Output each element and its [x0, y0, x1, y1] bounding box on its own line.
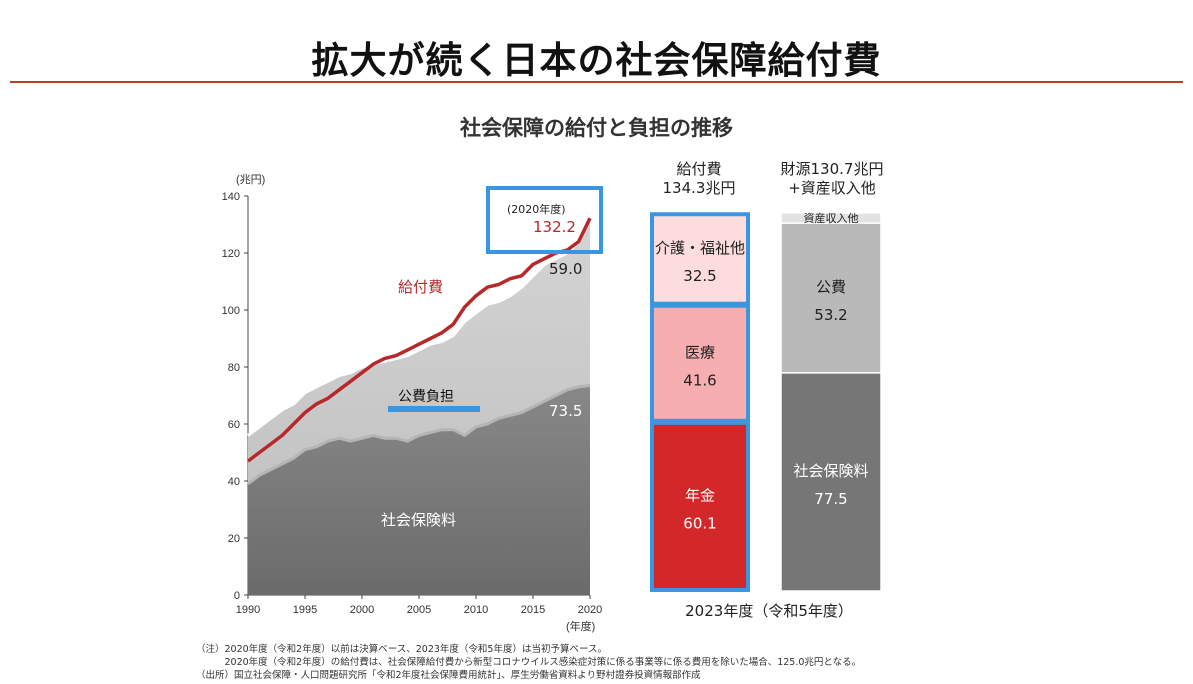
- insurance-premium-area: [248, 385, 590, 595]
- x-tick-label: 2015: [521, 604, 545, 616]
- y-tick-label: 60: [228, 419, 240, 431]
- x-tick-label: 1990: [236, 604, 260, 616]
- x-tick-label: 2005: [407, 604, 431, 616]
- funding-bar-heading-2: +資産収入他: [788, 179, 876, 197]
- insurance-premium-edge: [247, 384, 591, 486]
- public-value-label: 59.0: [549, 260, 582, 278]
- callout-value: 132.2: [533, 218, 576, 236]
- y-tick-label: 140: [222, 191, 240, 203]
- note-line: （注）2020年度（令和2年度）以前は決算ベース、2023年度（令和5年度）は当…: [196, 644, 607, 655]
- bar-segment-value: 77.5: [814, 490, 847, 508]
- page-title: 拡大が続く日本の社会保障給付費: [311, 39, 882, 82]
- bar-segment: [780, 372, 882, 592]
- bar-segment-value: 60.1: [683, 514, 716, 532]
- bar-segment-label: 介護・福祉他: [655, 239, 745, 257]
- insurance-series-label: 社会保険料: [381, 511, 456, 529]
- public-series-label: 公費負担: [398, 389, 454, 405]
- y-tick-label: 80: [228, 362, 240, 374]
- y-tick-label: 120: [222, 248, 240, 260]
- bar-segment-label: 公費: [816, 278, 846, 296]
- x-unit-label: (年度): [566, 619, 595, 633]
- bar-segment-highlight: [650, 420, 750, 593]
- chart-title: 社会保障の給付と負担の推移: [460, 116, 733, 140]
- callout-year: (2020年度): [507, 202, 566, 216]
- public-burden-edge: [247, 216, 592, 437]
- bar-segment-value: 53.2: [814, 306, 847, 324]
- x-tick-label: 2010: [464, 604, 488, 616]
- bar-segment: [650, 303, 750, 423]
- y-tick-label: 0: [234, 590, 240, 602]
- bar-segment: [780, 212, 882, 224]
- bar-segment: [650, 212, 750, 306]
- y-tick-label: 100: [222, 305, 240, 317]
- bar-segment-value: 41.6: [683, 371, 716, 389]
- x-tick-label: 1995: [293, 604, 317, 616]
- title-divider: [10, 81, 1183, 83]
- y-unit-label: (兆円): [236, 173, 265, 186]
- note-line: （出所）国立社会保障・人口問題研究所「令和2年度社会保障費用統計」、厚生労働省資…: [196, 670, 701, 681]
- x-tick-label: 2000: [350, 604, 374, 616]
- bar-segment-highlight: [650, 212, 750, 306]
- bar-segment-label: 年金: [685, 486, 715, 504]
- insurance-value-label: 73.5: [549, 402, 582, 420]
- bar-segment: [780, 222, 882, 374]
- bar-segment-label: 医療: [685, 343, 715, 361]
- public-label-underline: [388, 406, 480, 412]
- bar-caption: 2023年度（令和5年度）: [685, 602, 853, 620]
- bar-segment-label: 社会保険料: [793, 462, 868, 480]
- funding-bar-heading-1: 財源130.7兆円: [781, 160, 884, 178]
- x-tick-label: 2020: [578, 604, 602, 616]
- bar-segment: [650, 421, 750, 592]
- benefit-bar-heading-1: 給付費: [676, 160, 721, 178]
- callout-box: [486, 186, 603, 254]
- y-tick-label: 20: [228, 533, 240, 545]
- benefit-line: [246, 217, 592, 463]
- y-tick-label: 40: [228, 476, 240, 488]
- note-line: 2020年度（令和2年度）の給付費は、社会保障給付費から新型コロナウイルス感染症…: [196, 657, 862, 668]
- footnotes: （注）2020年度（令和2年度）以前は決算ベース、2023年度（令和5年度）は当…: [196, 643, 861, 682]
- bar-segment-label: 資産収入他: [804, 212, 859, 225]
- benefit-bar-heading-2: 134.3兆円: [663, 179, 736, 197]
- bar-segment-value: 32.5: [683, 267, 716, 285]
- benefit-series-label: 給付費: [398, 278, 443, 296]
